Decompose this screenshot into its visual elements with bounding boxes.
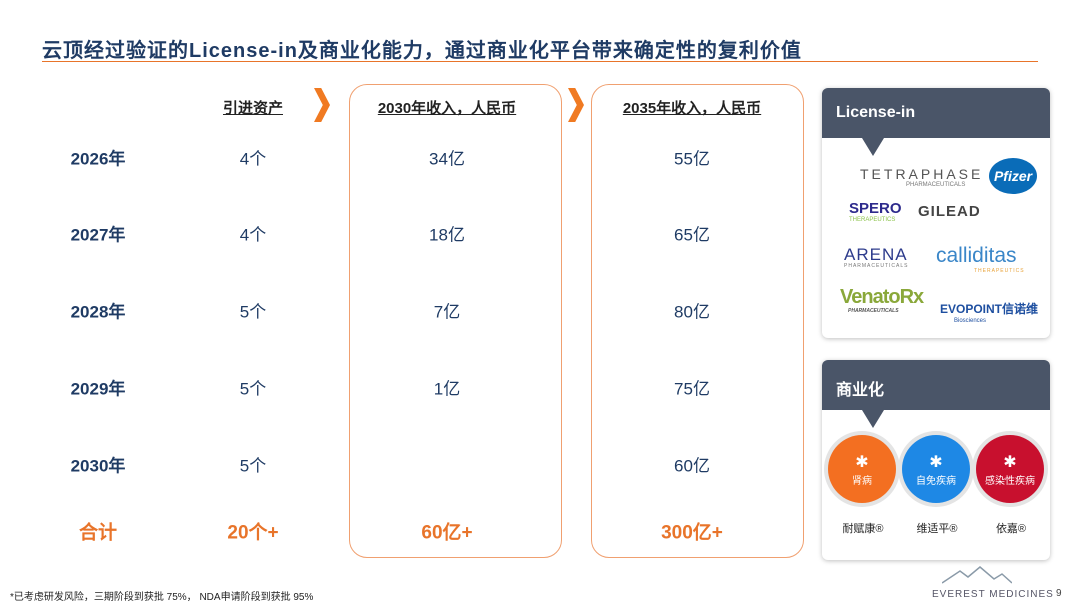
row-year: 2027年 — [70, 225, 126, 245]
pfizer-logo: Pfizer — [989, 158, 1037, 194]
row-rev2030: 18亿 — [429, 225, 465, 245]
company-logo: EVEREST MEDICINES — [932, 589, 1054, 600]
license-in-title: License-in — [822, 88, 1050, 156]
therapy-icon: ✱ — [929, 453, 943, 471]
row-assets: 4个 — [239, 149, 267, 169]
commercialization-title: 商业化 — [822, 360, 1050, 428]
header-rev2030: 2030年收入，人民币 — [377, 100, 517, 117]
row-rev2030: 1亿 — [433, 379, 461, 399]
header-assets: 引进资产 — [222, 100, 283, 117]
header-rev2035: 2035年收入，人民币 — [622, 100, 762, 117]
row-year: 2028年 — [70, 302, 126, 322]
spero-sub: THERAPEUTICS — [849, 217, 896, 223]
row-rev2035: 80亿 — [674, 302, 710, 322]
therapy-area-circle: ✱ 自免疾病 — [902, 435, 970, 503]
venatorx-logo: VenatoRx — [840, 286, 924, 308]
row-rev2035: 60亿 — [674, 456, 710, 476]
page-number: 9 — [1056, 588, 1062, 599]
therapy-area-label: 肾病 — [852, 475, 872, 487]
row-rev2035: 55亿 — [674, 149, 710, 169]
mountain-logo-icon — [942, 566, 1012, 584]
total-rev2035: 300亿+ — [661, 522, 723, 544]
therapy-area-circle: ✱ 感染性疾病 — [976, 435, 1044, 503]
commercialization-panel: 商业化 ✱ 肾病耐赋康® ✱ 自免疾病维适平® ✱ 感染性疾病依嘉® — [822, 360, 1050, 560]
arena-sub: PHARMACEUTICALS — [844, 263, 909, 269]
tetraphase-sub: PHARMACEUTICALS — [906, 182, 966, 188]
therapy-area-label: 感染性疾病 — [985, 475, 1035, 487]
tetraphase-logo: TETRAPHASE — [860, 166, 984, 182]
rev2035-column-box — [591, 84, 804, 558]
row-assets: 4个 — [239, 225, 267, 245]
row-year: 2026年 — [70, 149, 126, 169]
row-year: 2030年 — [70, 456, 126, 476]
product-brand: 依嘉® — [995, 523, 1027, 535]
venatorx-sub: PHARMACEUTICALS — [848, 308, 899, 314]
row-year: 2029年 — [70, 379, 126, 399]
evopoint-sub: Biosciences — [954, 318, 987, 324]
evopoint-logo: EVOPOINT信诺维 — [940, 302, 1039, 316]
arrow-right-icon — [568, 88, 584, 122]
total-assets: 20个+ — [227, 522, 279, 544]
therapy-area-label: 自免疾病 — [916, 475, 956, 487]
gilead-logo: GILEAD — [918, 203, 981, 220]
row-rev2030: 34亿 — [429, 149, 465, 169]
license-in-panel: License-in TETRAPHASE PHARMACEUTICALS Pf… — [822, 88, 1050, 338]
therapy-icon: ✱ — [1003, 453, 1017, 471]
rev2030-column-box — [349, 84, 562, 558]
row-assets: 5个 — [239, 456, 267, 476]
arena-logo: ARENA — [844, 245, 908, 264]
row-rev2035: 65亿 — [674, 225, 710, 245]
footnote: *已考虑研发风险，三期阶段到获批 75%， NDA申请阶段到获批 95% — [10, 592, 314, 603]
spero-logo: SPERO — [849, 200, 902, 217]
row-assets: 5个 — [239, 379, 267, 399]
row-rev2035: 75亿 — [674, 379, 710, 399]
title-divider — [42, 61, 1038, 62]
total-rev2030: 60亿+ — [421, 522, 473, 544]
total-label: 合计 — [78, 522, 117, 544]
therapy-area-circle: ✱ 肾病 — [828, 435, 896, 503]
calliditas-sub: THERAPEUTICS — [974, 268, 1025, 274]
therapy-icon: ✱ — [855, 453, 869, 471]
slide-title: 云顶经过验证的License-in及商业化能力，通过商业化平台带来确定性的复利价… — [42, 40, 802, 62]
product-brand: 耐赋康® — [842, 523, 884, 535]
product-brand: 维适平® — [916, 523, 958, 535]
row-assets: 5个 — [239, 302, 267, 322]
calliditas-logo: calliditas — [936, 244, 1017, 267]
row-rev2030: 7亿 — [433, 302, 461, 322]
